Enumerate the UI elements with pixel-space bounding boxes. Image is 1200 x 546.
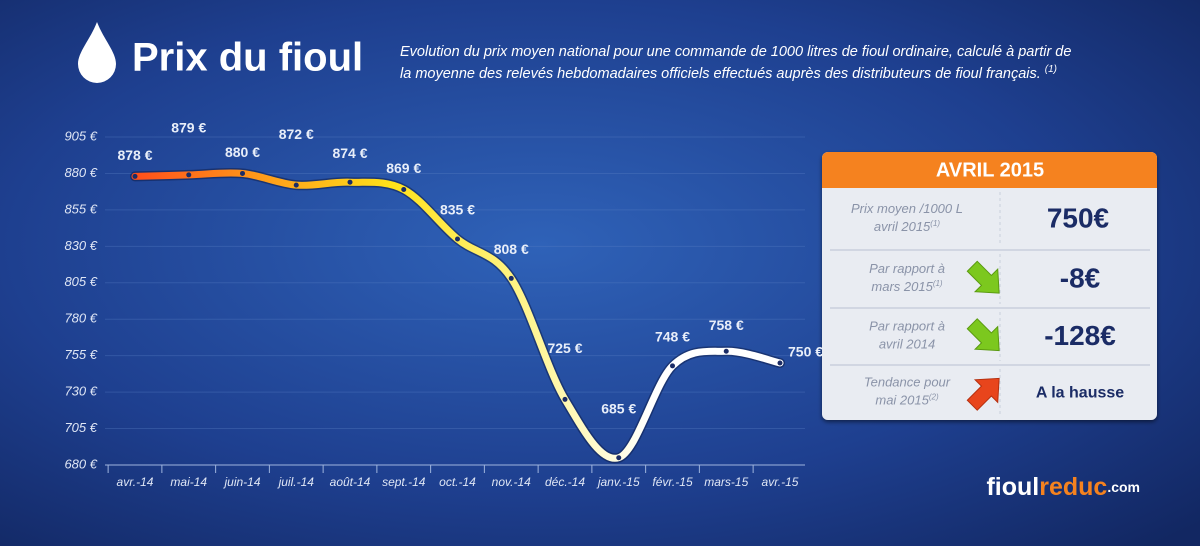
- row-label: mars 2015(1): [871, 279, 943, 294]
- data-point: [562, 396, 568, 402]
- y-tick-label: 905 €: [64, 128, 97, 143]
- logo-part: .com: [1107, 479, 1140, 495]
- logo-part: fioul: [986, 473, 1039, 501]
- row-label-text: mars 2015: [871, 279, 933, 294]
- row-label: Par rapport à: [869, 261, 945, 276]
- row-value: -128€: [1044, 320, 1116, 351]
- row-label: Tendance pour: [864, 375, 951, 390]
- row-label-text: Par rapport à: [869, 261, 945, 276]
- data-point: [293, 182, 299, 188]
- subtitle-note: (1): [1045, 64, 1057, 75]
- data-point: [777, 360, 783, 366]
- x-tick-label: févr.-15: [652, 475, 693, 489]
- row-label-note: (1): [933, 279, 943, 288]
- trend-arrow: [966, 260, 1000, 294]
- row-label-text: avril 2015: [874, 219, 931, 234]
- data-point: [401, 186, 407, 192]
- row-label: avril 2015(1): [874, 219, 940, 234]
- value-label: 880 €: [225, 144, 260, 160]
- y-tick-label: 780 €: [64, 311, 97, 326]
- data-point: [132, 173, 138, 179]
- y-tick-label: 730 €: [64, 384, 97, 399]
- x-tick-label: mai-14: [170, 475, 207, 489]
- value-label: 750 €: [788, 344, 823, 360]
- y-tick-label: 805 €: [64, 274, 97, 289]
- x-tick-label: juin-14: [222, 475, 260, 489]
- row-label-note: (2): [929, 393, 939, 402]
- subtitle-text: la moyenne des relevés hebdomadaires off…: [400, 66, 1041, 82]
- data-point: [240, 170, 245, 176]
- x-tick-label: nov.-14: [492, 475, 531, 489]
- data-point: [347, 179, 353, 185]
- row-value: -8€: [1060, 262, 1101, 293]
- title: Prix du fioul: [132, 36, 363, 80]
- value-label: 685 €: [601, 400, 636, 416]
- value-label: 869 €: [386, 160, 421, 176]
- x-tick-label: août-14: [330, 475, 371, 489]
- value-label: 879 €: [171, 120, 206, 136]
- row-label-note: (1): [930, 219, 940, 228]
- logo: fioulreduc.com: [986, 473, 1140, 501]
- value-label: 878 €: [117, 147, 152, 163]
- chart: 680 € 705 € 730 € 755 € 780 € 805 € 830 € 855 €…: [64, 120, 823, 490]
- panel-title: AVRIL 2015: [936, 159, 1044, 181]
- data-point: [723, 348, 729, 354]
- logo-part: reduc: [1039, 473, 1107, 501]
- value-label: 725 €: [547, 340, 582, 356]
- row-label-text: Tendance pour: [864, 375, 951, 390]
- value-label: 874 €: [332, 145, 367, 161]
- row-label: Par rapport à: [869, 319, 945, 334]
- x-tick-label: juil.-14: [277, 475, 315, 489]
- y-tick-label: 830 €: [64, 238, 97, 253]
- row-label: mai 2015(2): [875, 393, 939, 408]
- trend-arrow: [966, 377, 1000, 411]
- value-label: 808 €: [494, 241, 529, 257]
- drop-icon: [78, 22, 116, 83]
- subtitle-line: Evolution du prix moyen national pour un…: [400, 44, 1071, 60]
- subtitle-line: la moyenne des relevés hebdomadaires off…: [400, 64, 1057, 82]
- price-line: [131, 169, 784, 462]
- row-value: A la hausse: [1036, 385, 1124, 402]
- x-tick-label: oct.-14: [439, 475, 476, 489]
- x-tick-label: déc.-14: [545, 475, 585, 489]
- y-tick-label: 680 €: [64, 456, 97, 471]
- row-label-text: Prix moyen /1000 L: [851, 201, 963, 216]
- x-tick-label: sept.-14: [382, 475, 426, 489]
- row-value: 750€: [1047, 202, 1110, 233]
- data-point: [670, 363, 675, 369]
- panel-header: [822, 152, 1157, 188]
- value-label: 748 €: [655, 329, 690, 345]
- x-tick-label: avr.-14: [117, 475, 154, 489]
- value-label: 872 €: [279, 126, 314, 142]
- y-tick-label: 880 €: [64, 165, 97, 180]
- data-point: [186, 172, 192, 178]
- x-tick-label: avr.-15: [762, 475, 799, 489]
- row-label: avril 2014: [879, 337, 935, 352]
- y-tick-label: 705 €: [64, 420, 97, 435]
- x-tick-label: mars-15: [704, 475, 748, 489]
- row-label-text: mai 2015: [875, 393, 929, 408]
- value-label: 835 €: [440, 202, 475, 218]
- data-point: [508, 275, 514, 281]
- data-point: [616, 455, 622, 461]
- y-tick-label: 855 €: [64, 201, 97, 216]
- y-tick-label: 755 €: [64, 347, 97, 362]
- value-label: 758 €: [709, 317, 744, 333]
- row-label-text: Par rapport à: [869, 319, 945, 334]
- data-point: [455, 236, 460, 242]
- x-tick-label: janv.-15: [596, 475, 640, 489]
- trend-arrow: [966, 318, 1000, 352]
- row-label: Prix moyen /1000 L: [851, 201, 963, 216]
- row-label-text: avril 2014: [879, 337, 935, 352]
